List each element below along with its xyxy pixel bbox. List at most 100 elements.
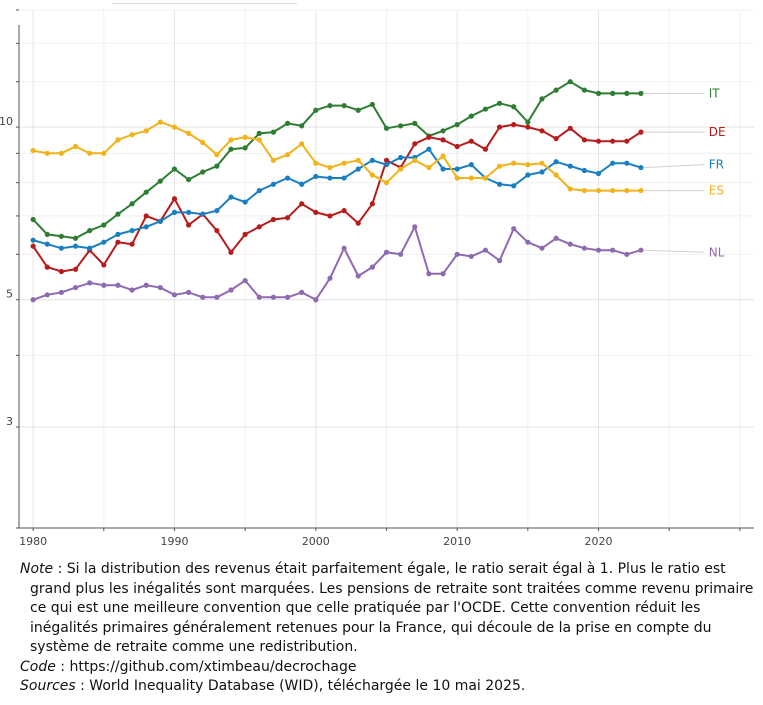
data-point-nl (101, 282, 107, 288)
data-point-de (256, 224, 262, 230)
data-point-nl (468, 253, 474, 260)
data-point-es (426, 164, 432, 171)
data-point-es (482, 175, 489, 181)
data-point-de (468, 138, 474, 144)
data-point-de (242, 231, 248, 237)
data-point-nl (214, 294, 220, 300)
data-point-it (383, 125, 390, 131)
data-point-de (567, 125, 573, 131)
data-point-de (30, 243, 36, 249)
data-point-fr (454, 166, 460, 172)
data-point-fr (468, 162, 474, 168)
data-point-nl (440, 271, 446, 277)
data-point-fr (129, 227, 135, 234)
data-point-es (398, 166, 404, 172)
data-point-it (44, 231, 50, 237)
data-point-de (511, 122, 517, 128)
data-point-fr (355, 166, 361, 172)
sources-line: Sources : World Inequality Database (WID… (20, 677, 760, 697)
data-point-it (214, 163, 220, 169)
data-point-es (468, 175, 474, 181)
data-point-es (581, 187, 587, 194)
data-point-fr (101, 239, 107, 245)
data-point-fr (624, 160, 630, 166)
data-point-es (454, 175, 460, 181)
data-point-fr (440, 166, 446, 172)
series-line-es (32, 121, 641, 192)
data-point-de (44, 264, 50, 270)
top-strip (0, 0, 763, 4)
data-point-es (186, 130, 192, 136)
data-point-it (200, 169, 206, 175)
data-point-nl (624, 251, 630, 257)
data-point-fr (567, 163, 573, 169)
data-point-de (553, 135, 559, 142)
data-point-it (454, 122, 460, 128)
data-point-fr (143, 224, 149, 230)
data-point-fr (256, 187, 262, 194)
data-point-de (58, 268, 65, 275)
data-point-fr (327, 175, 333, 181)
data-point-es (341, 160, 347, 166)
data-point-fr (539, 169, 545, 175)
data-point-de (270, 216, 277, 223)
data-point-de (355, 220, 361, 226)
data-point-es (496, 163, 503, 169)
data-point-nl (270, 294, 277, 300)
data-point-es (171, 124, 178, 130)
data-point-it (129, 201, 135, 207)
note-paragraph: Note : Si la distribution des revenus ét… (20, 560, 760, 658)
data-point-de (454, 143, 460, 150)
data-point-nl (369, 264, 375, 270)
data-point-it (87, 227, 93, 234)
data-point-de (143, 213, 149, 219)
data-point-es (440, 153, 446, 159)
data-point-nl (482, 247, 489, 253)
data-point-fr (638, 164, 644, 171)
data-point-nl (511, 226, 517, 232)
series-label-fr: FR (709, 158, 724, 172)
data-point-es (200, 139, 206, 146)
data-point-nl (638, 247, 644, 253)
data-point-it (299, 123, 305, 129)
data-point-fr (87, 245, 93, 251)
data-point-de (284, 215, 291, 221)
series-label-es: ES (709, 184, 724, 198)
data-point-it (143, 189, 149, 195)
data-point-it (581, 87, 587, 93)
series-line-nl (32, 225, 642, 301)
data-point-de (369, 201, 375, 207)
data-point-nl (115, 282, 121, 288)
data-point-it (72, 235, 79, 241)
data-point-it (610, 90, 616, 96)
data-point-it (256, 130, 262, 136)
data-point-it (270, 129, 277, 135)
data-point-nl (228, 287, 234, 293)
data-point-es (638, 187, 644, 194)
data-point-nl (398, 251, 404, 257)
data-point-fr (553, 159, 559, 165)
data-point-it (553, 87, 559, 93)
data-point-es (87, 150, 93, 156)
data-point-nl (567, 241, 573, 247)
data-point-de (115, 239, 121, 245)
data-point-de (383, 157, 390, 163)
data-point-nl (256, 294, 262, 300)
data-point-nl (30, 297, 36, 303)
y-tick-label: 3 (6, 415, 13, 428)
data-point-fr (496, 181, 503, 187)
data-point-fr (426, 146, 432, 152)
data-point-fr (157, 218, 163, 224)
data-point-es (624, 187, 630, 194)
series-line-de (32, 123, 642, 273)
data-point-fr (581, 167, 587, 174)
x-tick-label: 1980 (19, 535, 47, 548)
data-point-nl (200, 294, 206, 300)
data-point-de (595, 138, 602, 144)
data-point-nl (58, 289, 65, 295)
x-tick-label: 2010 (443, 535, 471, 548)
x-tick-label: 2020 (585, 535, 613, 548)
data-point-nl (284, 294, 291, 300)
data-point-it (58, 233, 65, 239)
data-point-de (171, 196, 178, 202)
